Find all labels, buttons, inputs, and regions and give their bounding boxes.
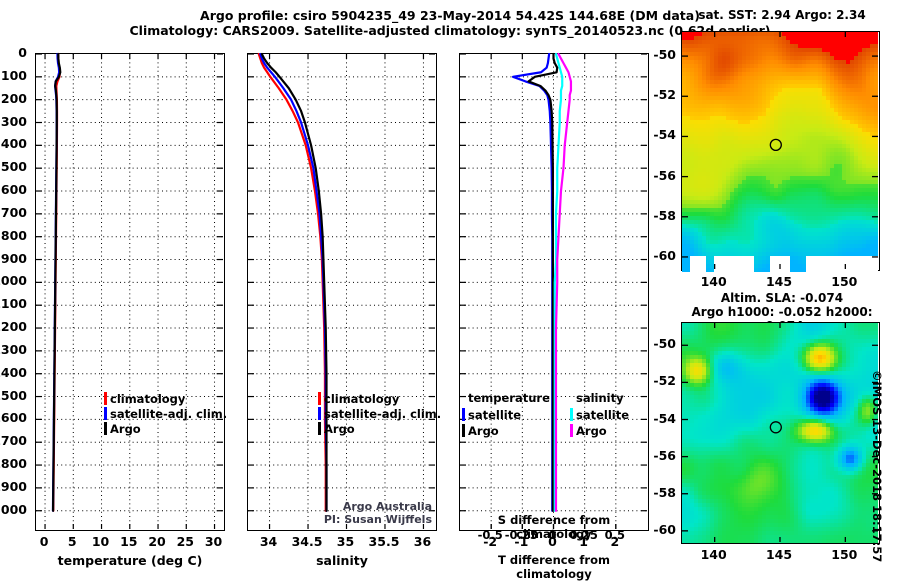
legend-label: Argo [468, 424, 499, 438]
legend-item: Argo [104, 421, 227, 436]
depth-tick-label: 2000 [0, 502, 27, 517]
x-tick-label: 34.5 [287, 534, 327, 549]
legend-item: satellite-adj. clim. [104, 406, 227, 421]
depth-tick-label: 400 [1, 136, 27, 151]
legend-label: satellite-adj. clim. [110, 407, 227, 421]
x-tick-label: 34 [249, 534, 289, 549]
map-lat-tick-label: -60 [653, 248, 676, 263]
legend-color-swatch [318, 392, 321, 405]
map-lat-tick-label: -58 [653, 485, 676, 500]
map-lon-tick-label: 150 [824, 274, 864, 289]
map-lat-tick-label: -50 [653, 47, 676, 62]
depth-tick-label: 1500 [0, 388, 27, 403]
x-tick-label: 30 [194, 534, 234, 549]
difference-temperature-axis-label: T difference from climatology [459, 553, 649, 581]
depth-tick-label: 800 [1, 228, 27, 243]
depth-tick-label: 1100 [0, 296, 27, 311]
depth-tick-label: 1000 [0, 273, 27, 288]
map-lat-tick-label: -52 [653, 373, 676, 388]
legend-color-swatch [570, 408, 573, 421]
x-tick-label: 35 [326, 534, 366, 549]
salinity-panel [247, 53, 437, 531]
depth-tick-label: 1900 [0, 479, 27, 494]
depth-tick-label: 600 [1, 182, 27, 197]
depth-tick-label: 0 [18, 45, 27, 60]
depth-tick-label: 100 [1, 68, 27, 83]
legend-item: Argo [318, 421, 441, 436]
legend-label: Argo [576, 424, 607, 438]
legend-color-swatch [462, 424, 465, 437]
legend-color-swatch [318, 407, 321, 420]
x-tick-label: 35.5 [364, 534, 404, 549]
data-credit: Argo Australia PI: Susan Wijffels [287, 500, 432, 526]
legend-label: Argo [324, 422, 355, 436]
map-lat-tick-label: -56 [653, 448, 676, 463]
depth-tick-label: 200 [1, 91, 27, 106]
map-lat-tick-label: -54 [653, 127, 676, 142]
depth-tick-label: 1700 [0, 433, 27, 448]
map-lat-tick-label: -56 [653, 168, 676, 183]
depth-tick-label: 300 [1, 114, 27, 129]
map-lon-tick-label: 150 [824, 547, 864, 562]
map-lon-tick-label: 140 [694, 547, 734, 562]
difference-legend: temperature satellite Argo salinity satellit… [462, 391, 652, 443]
map-lon-tick-label: 145 [759, 274, 799, 289]
depth-tick-label: 1400 [0, 365, 27, 380]
temperature-panel [35, 53, 225, 531]
legend-item: satellite-adj. clim. [318, 406, 441, 421]
legend-item: Argo [462, 423, 499, 438]
credit-line-1: Argo Australia [287, 500, 432, 513]
temperature-axis-label: temperature (deg C) [35, 553, 225, 568]
legend-item: satellite [462, 407, 521, 422]
legend-item: Argo [570, 423, 607, 438]
map-lon-tick-label: 140 [694, 274, 734, 289]
depth-tick-label: 1800 [0, 456, 27, 471]
depth-tick-label: 1300 [0, 342, 27, 357]
sst-map-panel [681, 31, 880, 271]
legend-item: satellite [570, 407, 629, 422]
copyright-text: ©IMOS 13-Dec-2018 18:17:57 [870, 370, 884, 562]
credit-line-2: PI: Susan Wijffels [287, 513, 432, 526]
depth-tick-label: 700 [1, 205, 27, 220]
map-lat-tick-label: -54 [653, 411, 676, 426]
map-lat-tick-label: -50 [653, 336, 676, 351]
sst-map-title: sat. SST: 2.94 Argo: 2.34 [668, 8, 896, 22]
sla-title-line-1: Altim. SLA: -0.074 [668, 291, 896, 305]
legend-item: climatology [318, 391, 441, 406]
map-lon-tick-label: 145 [759, 547, 799, 562]
salinity-axis-label: salinity [247, 553, 437, 568]
legend-header-temperature: temperature [468, 391, 550, 405]
x-tick-label: 36 [402, 534, 442, 549]
depth-tick-label: 500 [1, 159, 27, 174]
legend-color-swatch [318, 422, 321, 435]
x-tick-label: 2 [595, 534, 635, 549]
map-lat-tick-label: -58 [653, 208, 676, 223]
legend-color-swatch [104, 422, 107, 435]
legend-color-swatch [570, 424, 573, 437]
map-lat-tick-label: -52 [653, 87, 676, 102]
legend-color-swatch [104, 392, 107, 405]
map-lat-tick-label: -60 [653, 522, 676, 537]
legend-label: satellite [468, 408, 521, 422]
legend-color-swatch [462, 408, 465, 421]
depth-tick-label: 1600 [0, 410, 27, 425]
sla-map-panel [681, 322, 880, 544]
legend-label: Argo [110, 422, 141, 436]
legend-label: climatology [324, 392, 399, 406]
legend-label: satellite-adj. clim. [324, 407, 441, 421]
depth-tick-label: 900 [1, 251, 27, 266]
legend-header-salinity: salinity [576, 391, 624, 405]
legend-item: climatology [104, 391, 227, 406]
legend-label: climatology [110, 392, 185, 406]
copyright-rotated: ©IMOS 13-Dec-2018 18:17:57 [884, 370, 900, 384]
difference-panel [459, 53, 649, 531]
legend-color-swatch [104, 407, 107, 420]
legend-label: satellite [576, 408, 629, 422]
depth-tick-label: 1200 [0, 319, 27, 334]
